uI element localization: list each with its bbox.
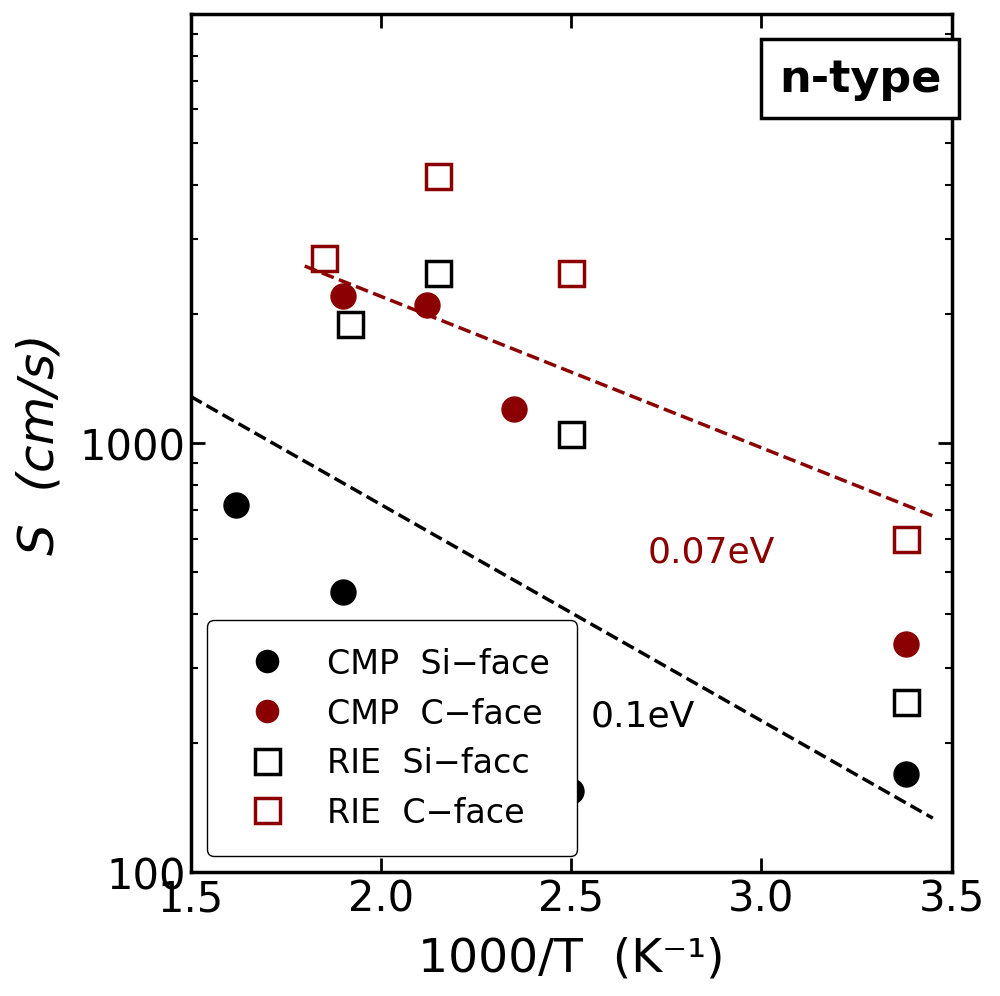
CMP  Si−face bbox=[230, 499, 242, 511]
Y-axis label: S  (cm/s): S (cm/s) bbox=[15, 333, 63, 555]
Line: CMP  Si−face: CMP Si−face bbox=[224, 492, 919, 804]
RIE  Si−facc bbox=[344, 319, 356, 331]
CMP  Si−face bbox=[565, 785, 577, 797]
Line: RIE  C−face: RIE C−face bbox=[311, 164, 919, 552]
Text: 0.1eV: 0.1eV bbox=[590, 699, 695, 733]
CMP  C−face bbox=[508, 403, 520, 415]
CMP  C−face bbox=[900, 638, 912, 650]
RIE  C−face bbox=[565, 267, 577, 279]
Line: CMP  C−face: CMP C−face bbox=[330, 285, 919, 657]
X-axis label: 1000/T  (K⁻¹): 1000/T (K⁻¹) bbox=[418, 936, 724, 981]
Legend: CMP  Si−face, CMP  C−face, RIE  Si−facc, RIE  C−face: CMP Si−face, CMP C−face, RIE Si−facc, RI… bbox=[207, 621, 577, 856]
CMP  Si−face bbox=[508, 711, 520, 723]
CMP  Si−face bbox=[421, 656, 433, 668]
RIE  Si−facc bbox=[565, 428, 577, 440]
Text: 0.07eV: 0.07eV bbox=[647, 535, 775, 569]
RIE  C−face bbox=[900, 533, 912, 545]
CMP  C−face bbox=[421, 300, 433, 312]
Line: RIE  Si−facc: RIE Si−facc bbox=[338, 261, 919, 714]
CMP  Si−face bbox=[900, 768, 912, 780]
RIE  C−face bbox=[318, 253, 330, 265]
Text: n-type: n-type bbox=[779, 58, 942, 101]
CMP  Si−face bbox=[337, 587, 349, 599]
RIE  Si−facc bbox=[900, 696, 912, 708]
RIE  C−face bbox=[432, 170, 444, 182]
CMP  C−face bbox=[337, 291, 349, 303]
RIE  Si−facc bbox=[432, 267, 444, 279]
